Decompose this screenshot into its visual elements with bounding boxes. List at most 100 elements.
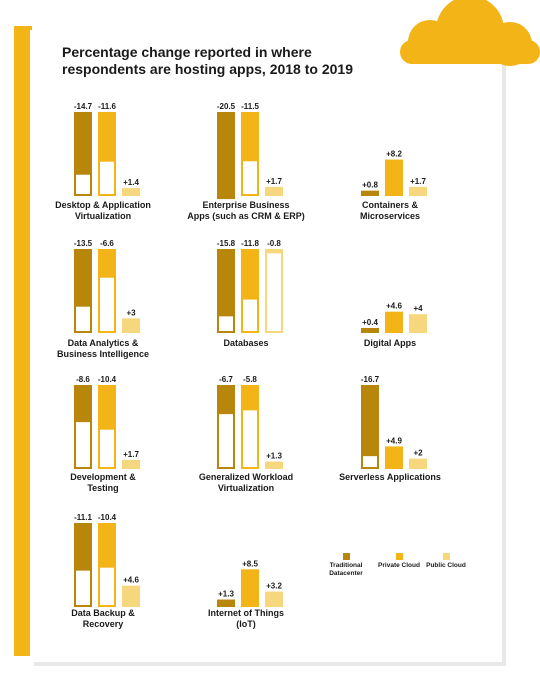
chart-label: Enterprise Business Apps (such as CRM & …: [187, 200, 305, 221]
bar-public: [123, 586, 139, 606]
bar-outline-public: [409, 186, 427, 197]
legend-label: Traditional Datacenter: [329, 562, 363, 577]
legend-swatch: [442, 553, 450, 560]
bar-traditional: [74, 386, 92, 423]
bar-outline-private: [385, 311, 403, 333]
bar-outline-traditional: [361, 328, 379, 333]
bar-private: [241, 386, 259, 411]
bar-outline-public: [122, 585, 140, 607]
bar-outline-private: [241, 569, 259, 607]
data-label: +8.2: [386, 150, 402, 159]
data-label: +4.6: [123, 576, 139, 585]
bar-outline-traditional: [361, 190, 379, 196]
bar-traditional: [74, 524, 92, 571]
bar-private: [98, 524, 116, 568]
data-label: +4: [413, 304, 423, 313]
data-label: -6.6: [100, 239, 114, 248]
bar-traditional: [218, 600, 234, 606]
bar-private: [98, 113, 116, 162]
data-label: +1.7: [123, 450, 139, 459]
data-label: -11.1: [74, 513, 92, 522]
data-label: -8.6: [76, 375, 90, 384]
bar-public: [410, 315, 426, 332]
bar-traditional: [217, 250, 235, 317]
bar-outline-public: [265, 249, 283, 333]
bar-private: [386, 312, 402, 332]
bar-traditional: [362, 329, 378, 332]
data-label: -20.5: [217, 102, 236, 111]
data-label: -11.8: [241, 239, 259, 248]
data-label: +4.6: [386, 302, 402, 311]
legend-label: Public Cloud: [426, 562, 466, 569]
bar-private: [242, 570, 258, 606]
data-label: -0.8: [267, 239, 281, 248]
bar-public: [266, 462, 282, 468]
legend-label: Private Cloud: [378, 562, 420, 569]
chart-label: Serverless Applications: [339, 472, 441, 482]
bar-public: [123, 460, 139, 468]
data-label: -6.7: [219, 375, 233, 384]
accent-stripe: [14, 26, 32, 656]
chart-label: Generalized Workload Virtualization: [198, 472, 294, 493]
chart-label: Desktop & Application Virtualization: [55, 200, 151, 221]
data-label: -5.8: [243, 375, 257, 384]
bar-outline-public: [265, 461, 283, 470]
chart-label: Containers & Microservices: [359, 200, 421, 221]
bar-private: [386, 160, 402, 195]
data-label: -14.7: [74, 102, 93, 111]
bar-public: [265, 250, 283, 254]
data-label: -10.4: [98, 375, 117, 384]
data-label: -15.8: [217, 239, 236, 248]
bar-traditional: [361, 386, 379, 457]
legend-item: Private Cloud: [369, 553, 429, 570]
bar-outline-public: [265, 591, 283, 607]
data-label: -10.4: [98, 513, 117, 522]
bar-private: [98, 250, 116, 278]
bar-outline-private: [385, 446, 403, 470]
data-label: -11.5: [241, 102, 259, 111]
chart-label: Digital Apps: [363, 338, 417, 348]
chart-label: Data Analytics & Business Intelligence: [56, 338, 150, 359]
chart-title: Percentage change reported in where resp…: [62, 44, 353, 77]
bar-public: [266, 592, 282, 606]
legend-swatch: [342, 553, 350, 560]
bar-traditional: [74, 250, 92, 307]
bar-outline-public: [122, 318, 140, 333]
bar-traditional: [362, 191, 378, 195]
chart-label: Databases: [223, 338, 269, 348]
legend-swatch: [395, 553, 403, 560]
data-label: -11.6: [98, 102, 116, 111]
bar-private: [386, 447, 402, 468]
bar-private: [98, 386, 116, 430]
data-label: +0.8: [362, 181, 378, 190]
data-label: +1.3: [218, 590, 234, 599]
data-label: +1.4: [123, 178, 139, 187]
cloud-icon: [400, 0, 540, 66]
legend-item: Public Cloud: [416, 553, 476, 570]
bar-outline-public: [265, 186, 283, 197]
bar-outline-public: [122, 188, 140, 196]
bar-outline-public: [122, 459, 140, 469]
bar-traditional: [217, 113, 235, 200]
bar-public: [123, 189, 139, 195]
bar-outline-public: [409, 458, 427, 470]
bar-public: [266, 187, 282, 195]
data-label: +8.5: [242, 559, 258, 568]
data-label: +1.7: [266, 177, 282, 186]
data-label: -16.7: [361, 375, 380, 384]
legend-item: Traditional Datacenter: [316, 553, 376, 578]
bar-outline-public: [409, 314, 427, 334]
bar-outline-private: [385, 159, 403, 196]
bar-traditional: [217, 386, 235, 415]
data-label: -13.5: [74, 239, 93, 248]
chart-label: Internet of Things (IoT): [208, 608, 284, 629]
data-label: +4.9: [386, 436, 402, 445]
data-label: +0.4: [362, 318, 378, 327]
data-label: +1.7: [410, 177, 426, 186]
bar-public: [123, 319, 139, 332]
chart-label: Development & Testing: [70, 472, 136, 493]
chart-label: Data Backup & Recovery: [71, 608, 135, 629]
bar-public: [410, 459, 426, 468]
